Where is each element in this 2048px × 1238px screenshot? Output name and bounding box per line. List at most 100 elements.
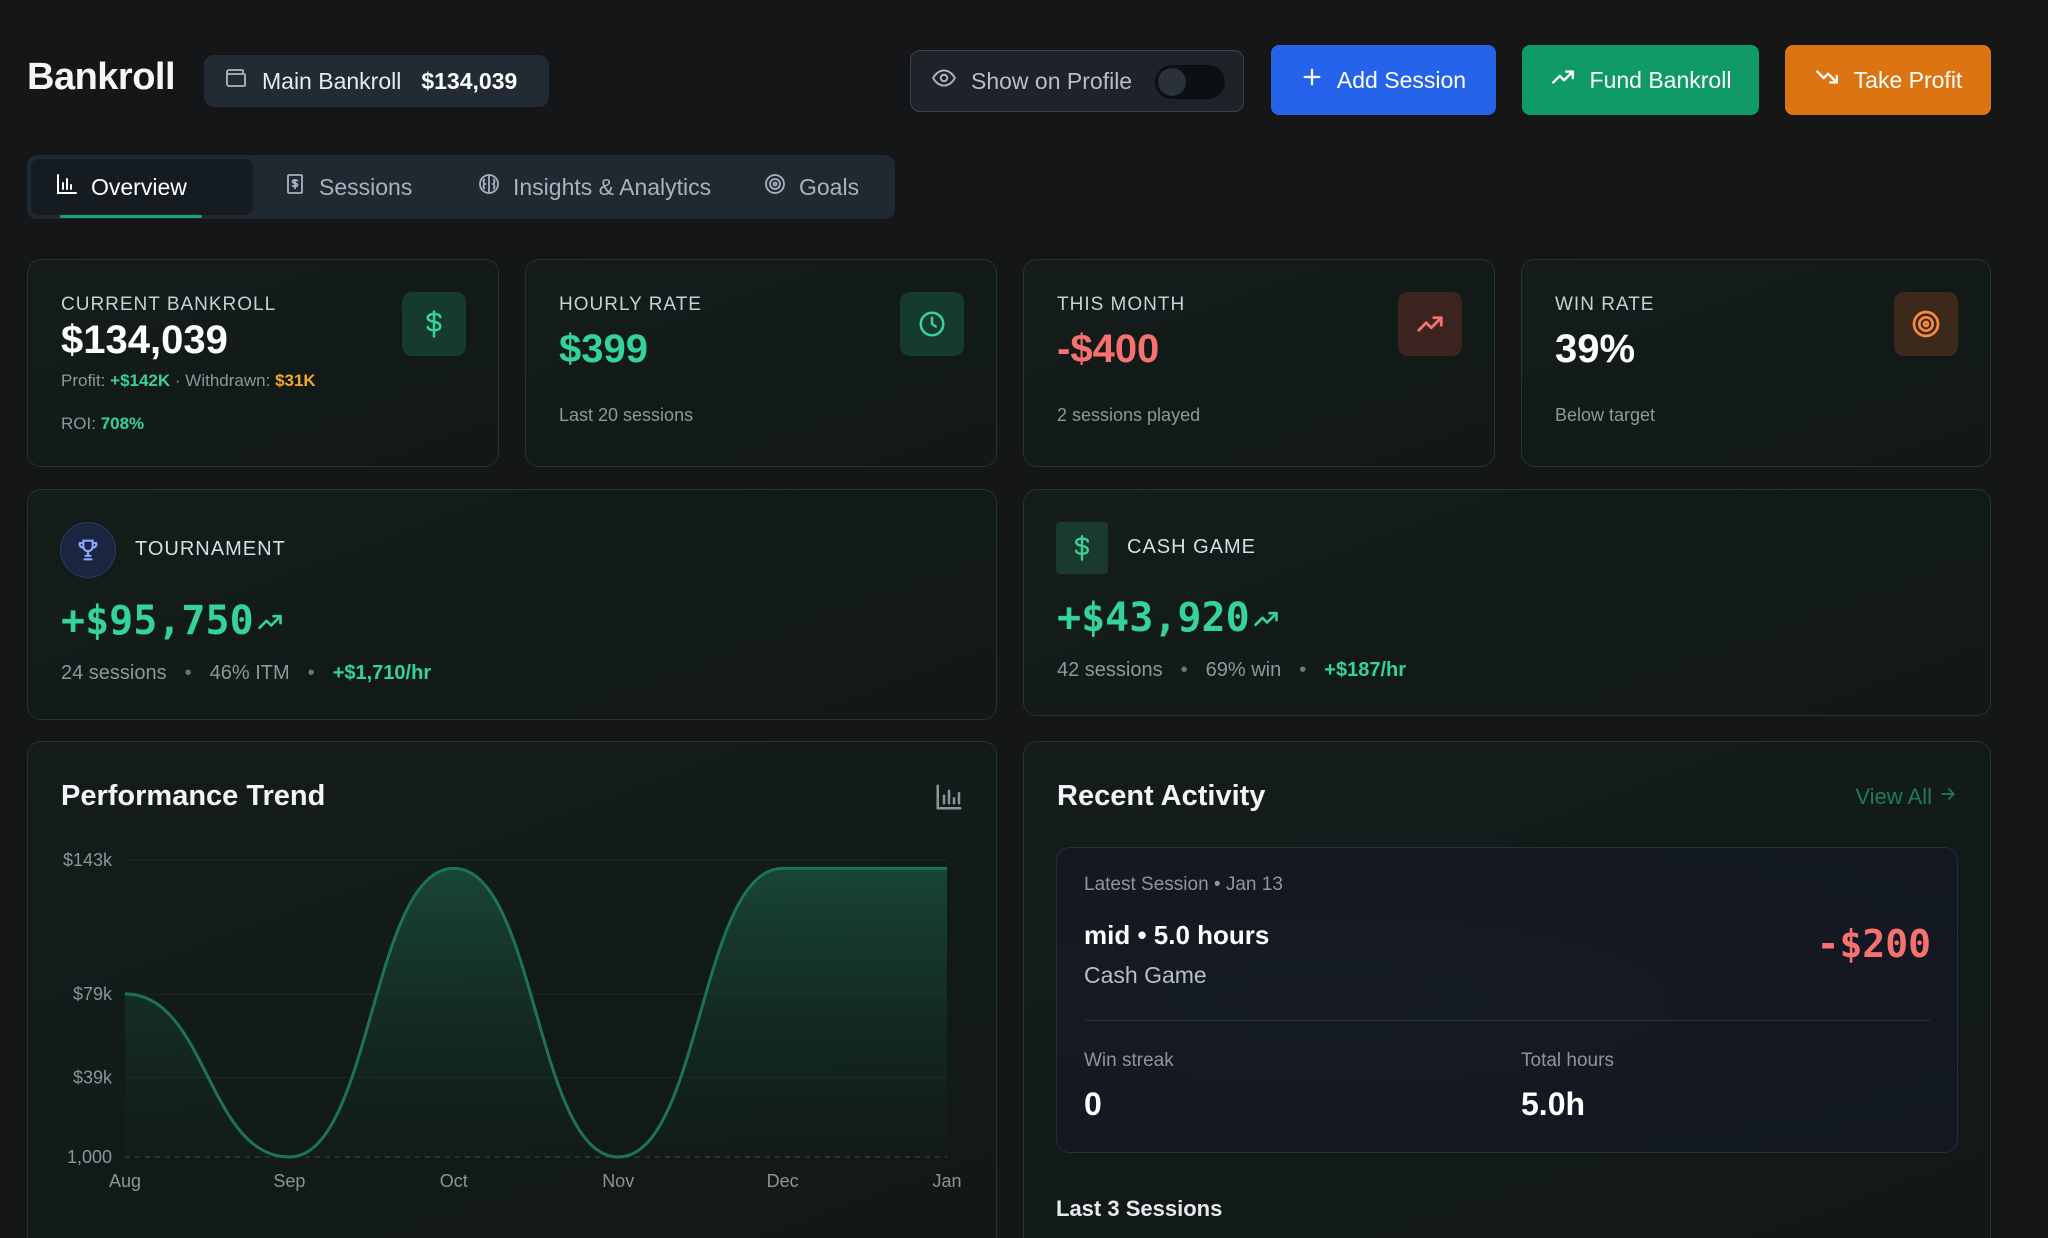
fund-bankroll-label: Fund Bankroll xyxy=(1589,66,1732,93)
x-tick-label: Oct xyxy=(440,1171,468,1191)
segment-sessions: 42 sessions xyxy=(1057,659,1163,681)
hourly-rate-card: HOURLY RATE $399 Last 20 sessions xyxy=(525,259,997,467)
eye-icon xyxy=(931,65,957,97)
y-tick-label: $39k xyxy=(73,1068,113,1088)
section-title: Recent Activity xyxy=(1057,780,1266,812)
add-session-button[interactable]: Add Session xyxy=(1271,45,1496,115)
y-tick-label: 1,000 xyxy=(67,1147,112,1167)
segment-hourly: +$1,710/hr xyxy=(332,662,432,684)
view-all-label: View All xyxy=(1855,784,1932,809)
stat-label: HOURLY RATE xyxy=(559,294,702,315)
receipt-icon xyxy=(283,172,307,202)
segment-stats: 24 sessions • 46% ITM • +$1,710/hr xyxy=(61,662,432,684)
stat-label: CURRENT BANKROLL xyxy=(61,294,277,315)
switch-knob xyxy=(1158,68,1186,96)
segment-metric: 69% win xyxy=(1205,659,1282,681)
stat-value: 39% xyxy=(1555,327,1636,371)
tab-label: Goals xyxy=(799,173,860,200)
latest-session-result: -$200 xyxy=(1816,922,1931,966)
tab-label: Sessions xyxy=(319,173,413,200)
win-rate-card: WIN RATE 39% Below target xyxy=(1521,259,1991,467)
segment-sessions: 24 sessions xyxy=(61,662,167,684)
stat-label: THIS MONTH xyxy=(1057,294,1186,315)
brain-icon xyxy=(477,172,501,202)
stat-sub: Below target xyxy=(1555,405,1656,425)
target-icon xyxy=(763,172,787,202)
stat-value: -$400 xyxy=(1057,327,1160,371)
x-tick-label: Nov xyxy=(602,1171,634,1191)
tab-overview[interactable]: Overview xyxy=(31,159,253,215)
segment-profit: +$43,920 xyxy=(1057,595,1250,641)
win-streak-value: 0 xyxy=(1084,1086,1102,1122)
bankroll-name: Main Bankroll xyxy=(262,67,402,94)
segment-hourly: +$187/hr xyxy=(1324,659,1406,681)
profit-value: +$142K xyxy=(110,371,171,390)
x-tick-label: Sep xyxy=(273,1171,305,1191)
fund-bankroll-button[interactable]: Fund Bankroll xyxy=(1522,45,1759,115)
trophy-icon xyxy=(60,522,116,578)
stat-label: WIN RATE xyxy=(1555,294,1655,315)
segment-label: TOURNAMENT xyxy=(135,538,286,560)
dollar-icon xyxy=(1056,522,1108,574)
trending-up-icon xyxy=(1252,605,1280,638)
y-tick-label: $79k xyxy=(73,984,113,1004)
page-title: Bankroll xyxy=(27,56,176,98)
wallet-icon xyxy=(224,66,248,96)
withdrawn-label: · Withdrawn: xyxy=(174,371,271,390)
take-profit-label: Take Profit xyxy=(1853,66,1963,93)
stat-sub: Last 20 sessions xyxy=(559,405,694,425)
roi-label: ROI: xyxy=(61,414,96,433)
tab-insights[interactable]: Insights & Analytics xyxy=(453,159,735,215)
total-hours-value: 5.0h xyxy=(1521,1086,1586,1122)
profit-withdrawn-line: Profit: +$142K · Withdrawn: $31K xyxy=(61,371,316,391)
show-on-profile-toggle[interactable]: Show on Profile xyxy=(910,50,1244,112)
trending-down-icon xyxy=(1814,64,1840,96)
clock-icon xyxy=(900,292,964,356)
add-session-label: Add Session xyxy=(1336,66,1467,93)
bar-chart-icon xyxy=(55,172,79,202)
total-hours-label: Total hours xyxy=(1521,1050,1614,1071)
plus-icon xyxy=(1301,66,1323,94)
trending-up-icon xyxy=(1398,292,1462,356)
bankroll-selector[interactable]: Main Bankroll $134,039 xyxy=(204,55,549,107)
bankroll-amount: $134,039 xyxy=(421,67,518,94)
stat-value: $399 xyxy=(559,327,648,371)
section-title: Performance Trend xyxy=(61,780,326,812)
latest-session-title: mid • 5.0 hours xyxy=(1084,920,1270,950)
win-streak-label: Win streak xyxy=(1084,1050,1174,1071)
target-icon xyxy=(1894,292,1958,356)
tab-goals[interactable]: Goals xyxy=(739,159,883,215)
y-tick-label: $143k xyxy=(63,850,113,870)
x-tick-label: Aug xyxy=(109,1171,141,1191)
performance-chart: $143k $79k $39k 1,000 Aug Sep Oct Nov Dec Jan xyxy=(63,850,962,1191)
profile-switch[interactable] xyxy=(1155,65,1225,99)
x-tick-label: Dec xyxy=(767,1171,799,1191)
tab-bar: Overview Sessions Insights & Analytics G… xyxy=(27,155,895,219)
active-tab-indicator xyxy=(60,215,202,218)
latest-session-label: Latest Session • Jan 13 xyxy=(1084,874,1283,895)
current-bankroll-card: CURRENT BANKROLL $134,039 Profit: +$142K… xyxy=(27,259,499,467)
segment-metric: 46% ITM xyxy=(209,662,290,684)
withdrawn-value: $31K xyxy=(275,371,316,390)
this-month-card: THIS MONTH -$400 2 sessions played xyxy=(1023,259,1495,467)
stat-value: $134,039 xyxy=(61,318,228,362)
segment-profit: +$95,750 xyxy=(61,598,254,644)
segment-stats: 42 sessions • 69% win • +$187/hr xyxy=(1057,659,1406,681)
x-tick-label: Jan xyxy=(932,1171,961,1191)
bar-chart-icon[interactable] xyxy=(934,782,964,817)
tab-sessions[interactable]: Sessions xyxy=(259,159,436,215)
view-all-link[interactable]: View All xyxy=(1855,784,1958,810)
cash-game-card: CASH GAME +$43,920 42 sessions • 69% win • +… xyxy=(1023,489,1991,716)
latest-session-card[interactable]: Latest Session • Jan 13 mid • 5.0 hours … xyxy=(1056,847,1958,1153)
roi-line: ROI: 708% xyxy=(61,414,144,434)
segment-label: CASH GAME xyxy=(1127,536,1257,558)
arrow-right-icon xyxy=(1938,784,1958,810)
last-sessions-title: Last 3 Sessions xyxy=(1056,1196,1223,1221)
show-on-profile-label: Show on Profile xyxy=(971,67,1133,94)
tab-label: Overview xyxy=(91,173,187,200)
trending-up-icon xyxy=(1550,64,1576,96)
latest-session-type: Cash Game xyxy=(1084,962,1207,988)
tab-label: Insights & Analytics xyxy=(513,173,712,200)
trending-up-icon xyxy=(256,608,284,641)
take-profit-button[interactable]: Take Profit xyxy=(1785,45,1991,115)
